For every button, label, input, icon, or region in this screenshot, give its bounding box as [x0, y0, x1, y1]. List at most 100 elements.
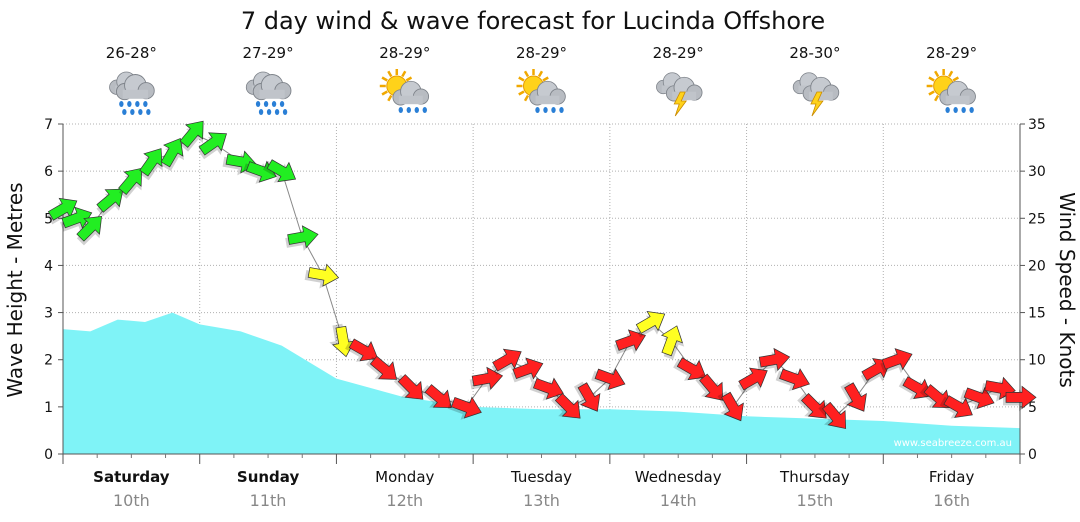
wind-arrow-shape [61, 206, 93, 229]
wind-arrow [898, 376, 932, 400]
sun-shower-icon [516, 69, 566, 113]
day-temperature-range: 27-29° [243, 44, 294, 62]
wave-height-area [63, 312, 1020, 454]
wind-arrow [511, 357, 544, 383]
wind-arrow-shape [471, 366, 504, 390]
day-name-label: Friday [929, 468, 975, 486]
wind-arrow-shape [554, 392, 581, 419]
y-left-axis-label: Wave Height - Metres [3, 182, 27, 397]
watermark: www.seabreeze.com.au [894, 438, 1012, 449]
wind-arrow [447, 396, 482, 420]
sun-ray [405, 76, 413, 82]
wind-arrow-shape [139, 148, 163, 177]
chart-title: 7 day wind & wave forecast for Lucinda O… [241, 7, 825, 35]
wind-arrow-shape [492, 348, 522, 372]
wind-arrow [96, 188, 124, 217]
wind-arrow [860, 358, 891, 385]
cloud-base [398, 95, 423, 105]
y-right-tick-label: 35 [1028, 117, 1046, 133]
wind-arrow-shape [424, 384, 452, 409]
rain-drop [279, 101, 285, 107]
wind-arrow-shape [861, 358, 891, 381]
wind-arrow-shape [532, 377, 564, 400]
day-temperature-range: 26-28° [106, 44, 157, 62]
rain-drop [266, 109, 272, 115]
sun-ray [934, 70, 940, 78]
sun-ray [518, 90, 525, 96]
sun-ray [948, 70, 954, 78]
wind-arrow [591, 368, 626, 392]
wind-arrow [139, 148, 163, 181]
wind-arrow-shape [822, 401, 847, 429]
day-name-label: Monday [375, 468, 434, 486]
wind-arrow-series [47, 120, 1037, 429]
wind-arrow-shape [738, 367, 768, 391]
rain-drop [406, 107, 411, 113]
rain-drop [119, 101, 124, 107]
wind-arrow-shape [660, 325, 683, 357]
rain-drop [258, 109, 264, 115]
cloud-base [535, 95, 560, 105]
rain-drop [961, 107, 966, 113]
rain-drop [130, 109, 135, 115]
day-date-label: 11th [250, 491, 287, 510]
rain-drop [945, 107, 950, 113]
rain-drop [274, 109, 280, 115]
wind-arrow-shape [307, 263, 340, 287]
cloud-shape [252, 74, 292, 101]
rain-drop [263, 101, 269, 107]
storm-cloud-icon [792, 72, 840, 117]
cloud-shape [392, 80, 430, 106]
y-right-tick-label: 15 [1028, 306, 1046, 322]
day-date-label: 10th [113, 491, 150, 510]
y-right-axis-label: Wind Speed - Knots [1055, 192, 1079, 388]
day-date-label: 15th [797, 491, 834, 510]
rain-drop [143, 101, 148, 107]
day-labels: Saturday 10th Sunday 11th Monday 12th Tuesday 1… [93, 468, 974, 510]
wind-arrow-shape [118, 167, 143, 196]
rain-drop [953, 107, 958, 113]
cloud-base [122, 89, 148, 99]
rain-drop [146, 109, 151, 115]
wind-arrow [840, 381, 867, 412]
wind-arrow-shape [397, 374, 424, 400]
y-left-tick-label: 6 [44, 164, 53, 180]
sun-ray [952, 76, 959, 82]
wind-arrow [262, 159, 297, 183]
wind-arrow-shape [198, 132, 227, 156]
sun-ray [928, 90, 935, 96]
y-right-tick-label: 20 [1028, 258, 1046, 274]
day-date-label: 14th [660, 491, 697, 510]
wind-arrow [60, 206, 93, 232]
wind-arrow-shape [76, 215, 103, 242]
y-left-tick-label: 0 [44, 447, 53, 463]
rain-drop [551, 107, 556, 113]
daily-weather-header: 26-28° 27-29° 28-29° 28-29° 28-29° 28-30° 28-2… [106, 44, 977, 117]
axes: 0 1 2 3 4 5 6 7 0 5 10 15 20 25 30 35 [44, 117, 1046, 464]
day-name-label: Wednesday [635, 468, 722, 486]
lightning-bolt [810, 91, 824, 117]
wind-arrow [660, 325, 685, 360]
cloud-base [672, 91, 697, 101]
day-temperature-range: 28-29° [653, 44, 704, 62]
storm-cloud-icon [656, 72, 703, 117]
wind-arrow [420, 384, 452, 409]
wind-arrow [393, 374, 424, 400]
wind-arrow [304, 263, 340, 289]
y-left-tick-label: 7 [44, 117, 53, 133]
cloud-base [809, 91, 833, 101]
wind-arrow [756, 347, 791, 374]
wind-arrow [198, 132, 227, 160]
wind-arrow-shape [943, 395, 973, 418]
wind-arrow [529, 377, 564, 401]
y-left-tick-label: 1 [44, 400, 53, 416]
y-right-tick-label: 10 [1028, 353, 1046, 369]
wind-arrow-shape [963, 386, 995, 409]
wind-arrow [285, 225, 319, 252]
day-temperature-range: 28-29° [926, 44, 977, 62]
wind-arrow [797, 392, 827, 419]
wind-arrow-shape [287, 225, 319, 249]
sun-shower-icon [379, 69, 430, 113]
rain-drop [135, 101, 140, 107]
sun-shower-icon [926, 69, 976, 113]
